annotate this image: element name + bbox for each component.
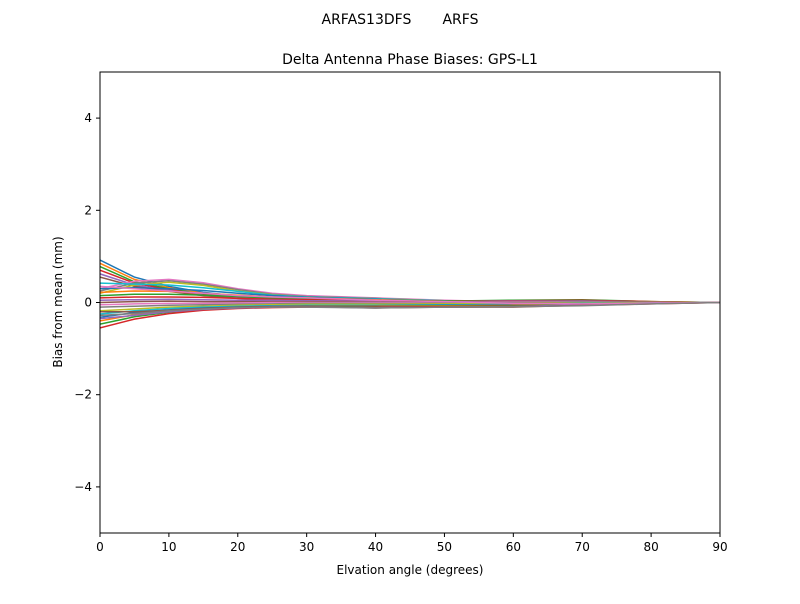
x-tick-label: 90 xyxy=(712,540,727,554)
y-axis-label: Bias from mean (mm) xyxy=(51,236,65,367)
y-tick-label: −2 xyxy=(74,388,92,402)
x-tick-label: 30 xyxy=(299,540,314,554)
series-lines xyxy=(100,259,720,329)
figure-suptitle: ARFAS13DFS ARFS xyxy=(322,12,479,28)
y-tick-label: 0 xyxy=(84,296,92,310)
x-tick-label: 50 xyxy=(437,540,452,554)
x-tick-label: 10 xyxy=(161,540,176,554)
x-tick-label: 20 xyxy=(230,540,245,554)
y-axis: −4 −2 0 2 4 xyxy=(74,111,100,494)
series-line-s27 xyxy=(100,285,720,305)
x-tick-label: 40 xyxy=(368,540,383,554)
series-line-s28 xyxy=(100,301,720,317)
x-tick-label: 80 xyxy=(643,540,658,554)
x-axis: 0 10 20 30 40 50 60 70 80 90 xyxy=(96,533,728,554)
x-tick-label: 60 xyxy=(506,540,521,554)
series-line-s18 xyxy=(100,301,720,308)
y-tick-label: −4 xyxy=(74,480,92,494)
x-tick-label: 0 xyxy=(96,540,104,554)
x-tick-label: 70 xyxy=(575,540,590,554)
y-tick-label: 2 xyxy=(84,203,92,217)
x-axis-label: Elvation angle (degrees) xyxy=(337,563,484,577)
y-tick-label: 4 xyxy=(84,111,92,125)
chart-title: Delta Antenna Phase Biases: GPS-L1 xyxy=(282,52,538,68)
